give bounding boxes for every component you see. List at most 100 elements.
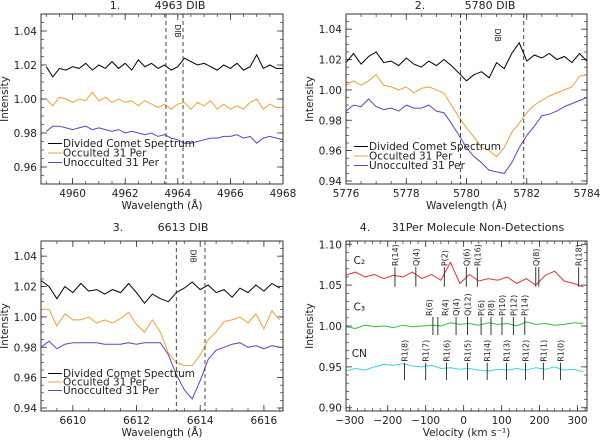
y-tick-label: 0.94 <box>319 176 343 188</box>
transition-label: R(14) <box>391 244 400 266</box>
series-group <box>346 41 587 174</box>
y-tick-label: 1.00 <box>14 94 37 106</box>
transition-label: Q(6) <box>462 249 471 267</box>
plot-frame <box>345 240 588 412</box>
legend-entry: Occulted 31 Per <box>369 151 453 163</box>
panel-number: 1. <box>110 0 121 12</box>
y-tick-label: 0.96 <box>319 146 343 158</box>
legend-entry: Unocculted 31 Per <box>63 385 160 397</box>
x-tick-label: 4968 <box>270 188 297 200</box>
y-axis-label: Intensity <box>0 76 11 122</box>
series-line-c3 <box>346 321 584 330</box>
x-tick-label: −300 <box>335 415 364 427</box>
transition-label: R1(3) <box>503 340 512 362</box>
panel-4: 4. 31Per Molecule Non-Detections −300 −200−… <box>304 221 588 439</box>
legend-entry: Divided Comet Spectrum <box>63 368 195 380</box>
x-tick-label: 4964 <box>164 188 191 200</box>
transition-label: R(18) <box>575 244 584 266</box>
x-tick-label: 6614 <box>187 415 214 427</box>
transition-label: Q(4) <box>452 298 461 316</box>
y-tick-label: 1.04 <box>319 24 343 36</box>
legend-entry: Unocculted 31 Per <box>63 157 160 169</box>
plot-frame <box>345 13 588 185</box>
transition-label: R1(8) <box>400 340 409 362</box>
transition-label: R1(2) <box>522 340 531 362</box>
y-tick-label: 1.02 <box>319 55 342 67</box>
panel-3: 3. 6613 DIB 6610 6612 6614 6616 0.94 0.96 0.98 1.… <box>0 221 284 439</box>
x-axis-label: Velocity (km s⁻¹) <box>423 427 511 439</box>
y-tick-label: 1.04 <box>14 251 38 263</box>
y-tick-label: 0.95 <box>319 362 342 374</box>
x-tick-label: 6612 <box>123 415 150 427</box>
x-axis-label: Wavelength (Å) <box>121 426 202 439</box>
series-line-occulted-31-per <box>41 308 281 366</box>
transition-label: R1(5) <box>463 340 472 362</box>
panel-1: 1. 4963 DIB 4960 4962 4964 4966 4968 0.96 0.98 1.… <box>0 0 296 212</box>
x-tick-label: 4960 <box>59 188 86 200</box>
series-group <box>45 53 283 144</box>
y-tick-label: 0.96 <box>14 373 38 385</box>
x-axis-label: Wavelength (Å) <box>121 199 202 212</box>
legend-entry: Occulted 31 Per <box>63 148 147 160</box>
series-line-unocculted-31-per <box>41 340 280 400</box>
y-tick-label: 0.90 <box>319 403 342 415</box>
x-tick-label: 200 <box>530 415 550 427</box>
x-tick-label: 4966 <box>217 188 244 200</box>
transition-label: Q(8) <box>532 249 541 267</box>
y-axis-label: Intensity <box>0 303 11 349</box>
legend-entry: Divided Comet Spectrum <box>63 138 195 150</box>
x-tick-label: 300 <box>567 415 587 427</box>
x-tick-label: 5776 <box>333 188 360 200</box>
series-line-c2 <box>346 261 584 288</box>
x-tick-label: −100 <box>411 415 440 427</box>
transition-label: R1(4) <box>483 340 492 362</box>
x-tick-label: 100 <box>492 415 512 427</box>
panel-number: 4. <box>360 221 371 234</box>
x-tick-label: 5782 <box>513 188 540 200</box>
y-tick-label: 1.05 <box>319 280 342 292</box>
y-tick-label: 1.04 <box>14 26 38 38</box>
series-line-unocculted-31-per <box>346 97 587 174</box>
y-axis-label: Intensity <box>304 303 316 349</box>
transition-label: R1(6) <box>443 340 452 362</box>
series-line-divided-comet-spectrum <box>45 53 283 78</box>
molecule-label: C₂ <box>354 255 366 267</box>
legend-entry: Occulted 31 Per <box>63 377 147 389</box>
y-tick-label: 0.98 <box>14 128 37 140</box>
x-tick-label: 6616 <box>251 415 278 427</box>
transition-label: Q(12) <box>463 293 472 316</box>
transition-label: P(6) <box>477 300 486 316</box>
y-tick-label: 0.98 <box>14 342 37 354</box>
transition-label: R1(1) <box>539 340 548 362</box>
transition-label: P(12) <box>509 295 518 316</box>
legend-entry: Unocculted 31 Per <box>369 160 466 172</box>
plot-frame <box>40 13 284 185</box>
dib-label: DIB <box>189 250 198 263</box>
y-tick-label: 0.98 <box>319 115 342 127</box>
transition-label: P(8) <box>487 300 496 316</box>
y-tick-label: 1.00 <box>319 321 342 333</box>
series-line-divided-comet-spectrum <box>41 280 281 304</box>
y-tick-label: 1.02 <box>14 282 37 294</box>
dib-label: DIB <box>173 24 182 37</box>
series-line-unocculted-31-per <box>45 125 283 144</box>
transition-label: R(16) <box>473 244 482 266</box>
transition-label: P(10) <box>498 295 507 316</box>
panel-2: 2. 5780 DIB 5776 5778 5780 5782 5784 0.94 0.96 0.… <box>304 0 600 212</box>
transition-label: P(14) <box>521 295 530 316</box>
y-tick-label: 1.00 <box>14 312 37 324</box>
y-tick-label: 1.02 <box>14 60 37 72</box>
x-tick-label: 5780 <box>453 188 480 200</box>
y-tick-label: 1.10 <box>319 239 342 251</box>
panel-number: 2. <box>415 0 426 12</box>
panel-title: 5780 DIB <box>465 0 516 12</box>
series-line-divided-comet-spectrum <box>346 41 587 82</box>
transition-label: Q(4) <box>412 249 421 267</box>
transition-label: R1(7) <box>422 340 431 362</box>
series-line-cn <box>346 363 584 373</box>
panel-title: 31Per Molecule Non-Detections <box>392 221 565 234</box>
y-tick-label: 1.00 <box>319 85 342 97</box>
y-tick-label: 0.94 <box>14 403 38 415</box>
transition-label: R(6) <box>425 299 434 316</box>
